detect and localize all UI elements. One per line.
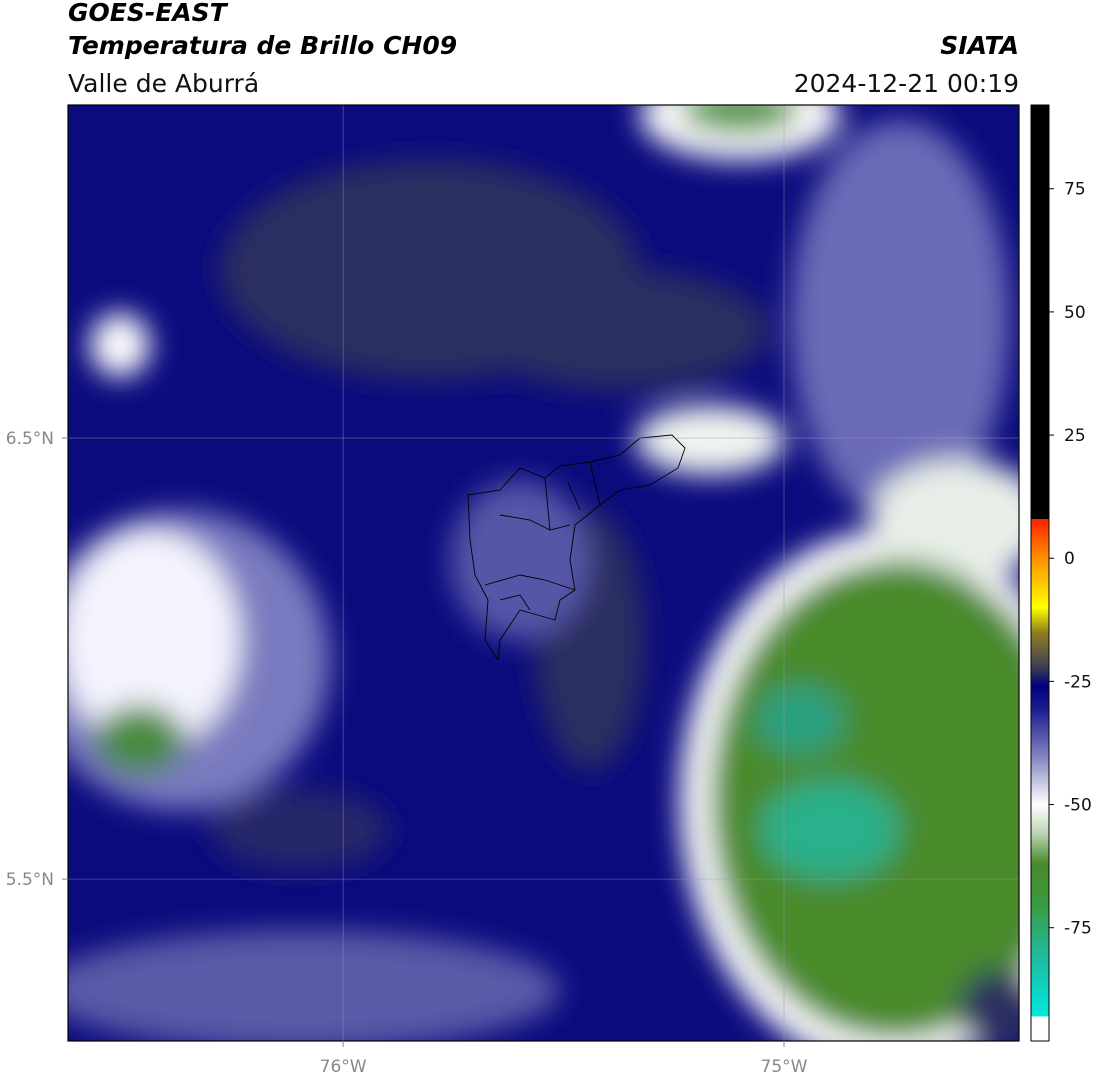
region: Valle de Aburrá [68, 69, 259, 98]
colorbar-tick-label: 25 [1064, 426, 1086, 446]
map-image [68, 105, 1019, 1041]
colorbar-tick-label: 0 [1064, 549, 1075, 569]
colorbar-tick-label: 50 [1064, 303, 1086, 323]
colorbar [1030, 104, 1050, 1042]
y-tick-label: 5.5°N [6, 870, 54, 890]
colorbar-tick-label: -75 [1064, 919, 1092, 939]
datetime: 2024-12-21 00:19 [794, 69, 1019, 98]
y-tick-label: 6.5°N [6, 429, 54, 449]
colorbar-tick-label: 75 [1064, 180, 1086, 200]
x-tick-label: 76°W [320, 1057, 367, 1077]
colorbar-tick-label: -50 [1064, 796, 1092, 816]
source: SIATA [940, 31, 1019, 60]
subtitle: Temperatura de Brillo CH09 [68, 31, 457, 60]
x-tick-label: 75°W [761, 1057, 808, 1077]
colorbar-tick-label: -25 [1064, 672, 1092, 692]
map-frame [67, 104, 1020, 1042]
title: GOES-EAST [68, 0, 229, 27]
